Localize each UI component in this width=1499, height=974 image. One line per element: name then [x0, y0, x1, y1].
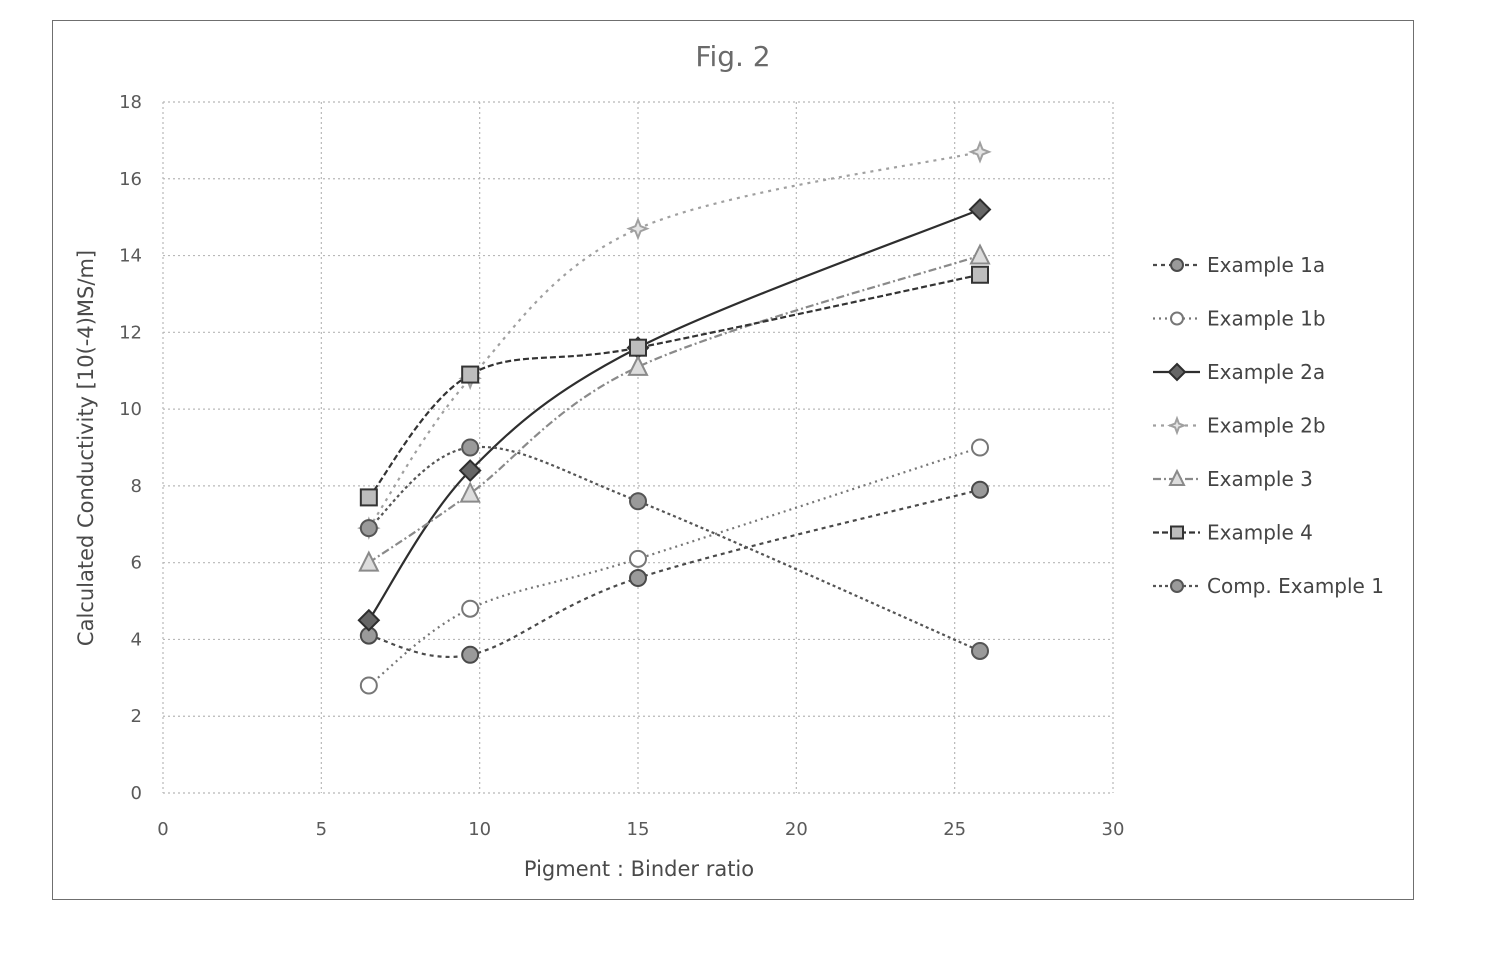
legend-label: Example 4	[1207, 521, 1313, 545]
data-point	[972, 482, 988, 498]
data-point	[360, 553, 378, 571]
legend-item: Example 2b	[1153, 414, 1326, 438]
series-example-2a	[359, 199, 990, 630]
data-point	[971, 143, 989, 161]
y-tick-label: 6	[131, 553, 142, 574]
y-tick-label: 18	[119, 92, 142, 113]
chart-title: Fig. 2	[695, 40, 770, 73]
series-comp-example-1	[361, 440, 988, 659]
data-point	[361, 520, 377, 536]
y-axis-label: Calculated Conductivity [10(-4)MS/m]	[74, 250, 98, 646]
axis-ticks: 0 2 4 6 8 10 12 14 16 18 0 5 10 15 20 25 30	[119, 92, 1124, 840]
y-tick-label: 4	[131, 629, 142, 650]
y-tick-label: 2	[131, 706, 142, 727]
data-point	[462, 647, 478, 663]
data-point	[462, 367, 478, 383]
data-point	[629, 357, 647, 375]
legend-label: Example 1b	[1207, 307, 1326, 331]
data-point	[972, 267, 988, 283]
data-point	[630, 570, 646, 586]
data-point	[1171, 580, 1183, 592]
x-tick-label: 25	[943, 819, 966, 840]
y-tick-label: 12	[119, 322, 142, 343]
data-point	[630, 340, 646, 356]
y-tick-label: 14	[119, 246, 142, 267]
data-point	[361, 678, 377, 694]
legend-label: Example 3	[1207, 467, 1313, 491]
y-tick-label: 8	[131, 476, 142, 497]
x-tick-label: 10	[468, 819, 491, 840]
x-tick-label: 15	[627, 819, 650, 840]
legend-label: Example 2b	[1207, 414, 1326, 438]
data-point	[1169, 364, 1185, 380]
legend-item: Comp. Example 1	[1153, 574, 1384, 598]
y-tick-label: 10	[119, 399, 142, 420]
data-point	[462, 440, 478, 456]
series-example-1a	[361, 482, 988, 663]
x-tick-label: 30	[1102, 819, 1125, 840]
x-tick-label: 5	[316, 819, 327, 840]
legend-item: Example 4	[1153, 521, 1313, 545]
series-example-1b	[361, 440, 988, 694]
legend-item: Example 1b	[1153, 307, 1326, 331]
legend-item: Example 3	[1153, 467, 1313, 491]
series-line	[369, 275, 980, 498]
data-point	[972, 440, 988, 456]
data-point	[630, 551, 646, 567]
data-point	[1171, 259, 1183, 271]
data-point	[361, 489, 377, 505]
data-point	[970, 199, 990, 219]
data-point	[1171, 313, 1183, 325]
y-tick-label: 16	[119, 169, 142, 190]
series-lines	[359, 143, 990, 694]
series-example-2b	[360, 143, 989, 537]
y-tick-label: 0	[131, 783, 142, 804]
series-line	[369, 209, 980, 620]
series-line	[369, 490, 980, 657]
series-example-4	[361, 267, 988, 506]
data-point	[1171, 527, 1183, 539]
legend-item: Example 2a	[1153, 360, 1325, 384]
legend-item: Example 1a	[1153, 253, 1325, 277]
data-point	[971, 246, 989, 264]
legend-label: Comp. Example 1	[1207, 574, 1384, 598]
x-tick-label: 20	[785, 819, 808, 840]
data-point	[359, 610, 379, 630]
data-point	[629, 220, 647, 238]
series-line	[369, 448, 980, 686]
series-example-3	[360, 246, 989, 571]
gridlines	[163, 102, 1113, 793]
data-point	[630, 493, 646, 509]
legend-label: Example 1a	[1207, 253, 1325, 277]
x-axis-label: Pigment : Binder ratio	[524, 857, 754, 881]
data-point	[462, 601, 478, 617]
x-tick-label: 0	[157, 819, 168, 840]
data-point	[1170, 419, 1184, 433]
data-point	[972, 643, 988, 659]
legend-label: Example 2a	[1207, 360, 1325, 384]
legend: Example 1a Example 1b Example 2a Example 2b…	[1153, 253, 1384, 598]
